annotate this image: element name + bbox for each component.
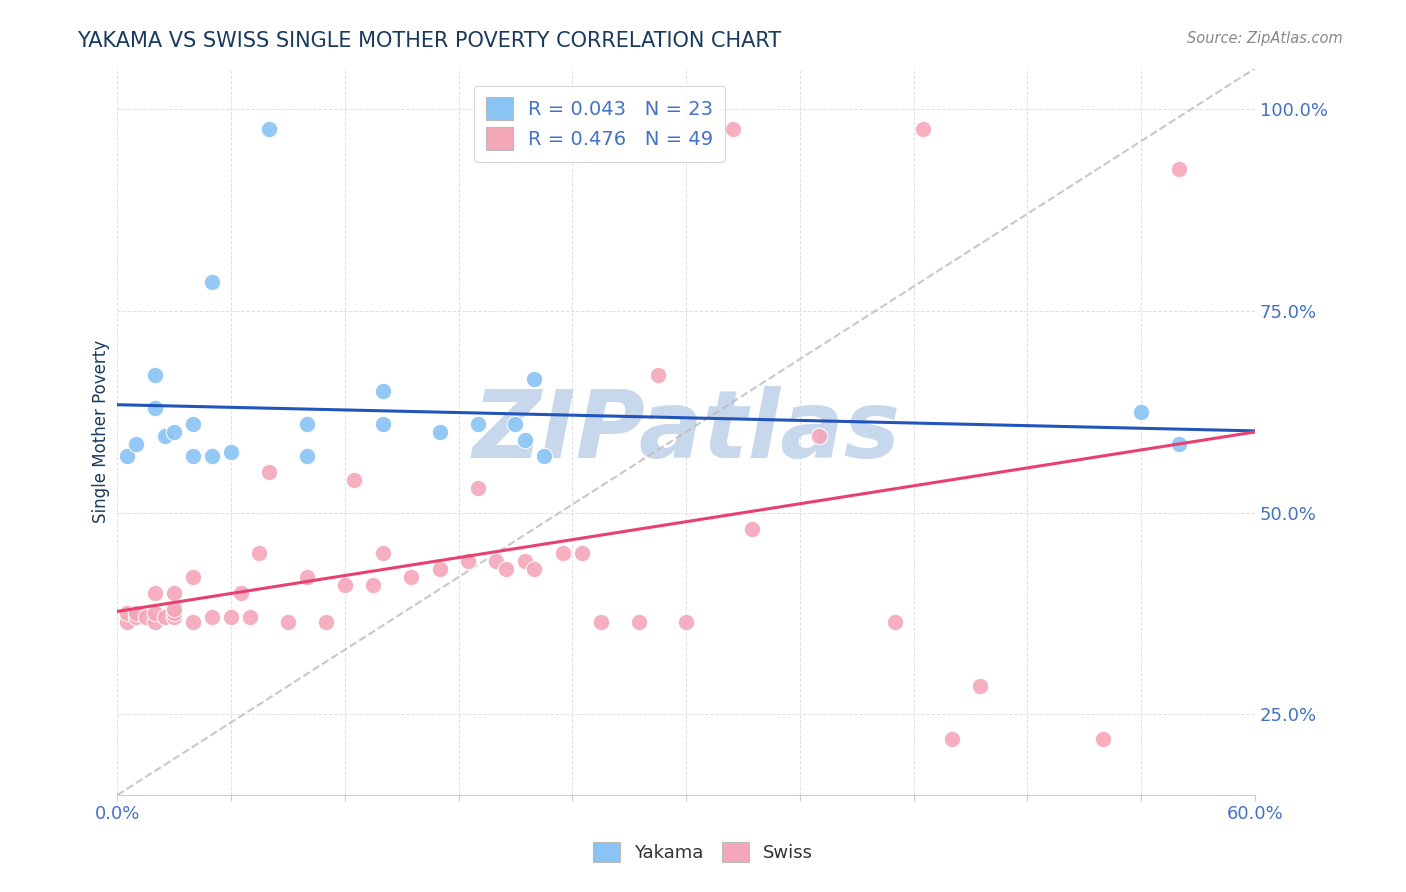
Point xyxy=(1092,731,1115,746)
Point xyxy=(371,384,394,399)
Point xyxy=(143,607,166,621)
Point xyxy=(125,607,148,621)
Point xyxy=(523,562,546,576)
Point xyxy=(219,445,242,459)
Point xyxy=(181,570,204,584)
Point xyxy=(295,449,318,463)
Point xyxy=(125,610,148,624)
Point xyxy=(361,578,384,592)
Y-axis label: Single Mother Poverty: Single Mother Poverty xyxy=(93,340,110,524)
Point xyxy=(1130,404,1153,418)
Point xyxy=(533,449,555,463)
Legend: Yakama, Swiss: Yakama, Swiss xyxy=(585,834,821,870)
Point xyxy=(163,610,186,624)
Point xyxy=(675,615,697,629)
Point xyxy=(257,122,280,136)
Point xyxy=(333,578,356,592)
Point xyxy=(371,546,394,560)
Point xyxy=(115,607,138,621)
Point xyxy=(467,481,489,495)
Text: YAKAMA VS SWISS SINGLE MOTHER POVERTY CORRELATION CHART: YAKAMA VS SWISS SINGLE MOTHER POVERTY CO… xyxy=(77,31,782,51)
Point xyxy=(571,546,593,560)
Point xyxy=(807,429,830,443)
Point xyxy=(723,122,745,136)
Point xyxy=(912,122,935,136)
Point xyxy=(883,615,905,629)
Point xyxy=(163,607,186,621)
Point xyxy=(551,546,574,560)
Point xyxy=(295,417,318,431)
Text: ZIPatlas: ZIPatlas xyxy=(472,386,900,478)
Point xyxy=(343,473,366,487)
Point xyxy=(219,610,242,624)
Point xyxy=(1168,437,1191,451)
Point xyxy=(239,610,262,624)
Point xyxy=(513,433,536,447)
Point xyxy=(589,615,612,629)
Point xyxy=(627,615,650,629)
Point xyxy=(513,554,536,568)
Point xyxy=(647,368,669,383)
Point xyxy=(941,731,963,746)
Point xyxy=(315,615,337,629)
Point xyxy=(277,615,299,629)
Point xyxy=(969,679,991,693)
Point xyxy=(163,586,186,600)
Point xyxy=(181,417,204,431)
Text: Source: ZipAtlas.com: Source: ZipAtlas.com xyxy=(1187,31,1343,46)
Point xyxy=(485,554,508,568)
Point xyxy=(1168,162,1191,177)
Point xyxy=(181,449,204,463)
Point xyxy=(457,554,479,568)
Point xyxy=(143,586,166,600)
Point xyxy=(201,449,224,463)
Point xyxy=(249,546,271,560)
Point xyxy=(371,417,394,431)
Point xyxy=(467,417,489,431)
Point xyxy=(429,425,451,439)
Point xyxy=(153,610,176,624)
Point xyxy=(163,425,186,439)
Legend: R = 0.043   N = 23, R = 0.476   N = 49: R = 0.043 N = 23, R = 0.476 N = 49 xyxy=(474,86,725,161)
Point xyxy=(495,562,517,576)
Point xyxy=(143,368,166,383)
Point xyxy=(143,401,166,415)
Point xyxy=(201,276,224,290)
Point xyxy=(741,522,763,536)
Point xyxy=(115,615,138,629)
Point xyxy=(295,570,318,584)
Point xyxy=(181,615,204,629)
Point xyxy=(115,449,138,463)
Point xyxy=(201,610,224,624)
Point xyxy=(505,417,527,431)
Point xyxy=(399,570,422,584)
Point xyxy=(153,429,176,443)
Point xyxy=(229,586,252,600)
Point xyxy=(523,372,546,386)
Point xyxy=(143,615,166,629)
Point xyxy=(429,562,451,576)
Point xyxy=(163,602,186,616)
Point xyxy=(135,610,157,624)
Point xyxy=(257,465,280,479)
Point xyxy=(125,437,148,451)
